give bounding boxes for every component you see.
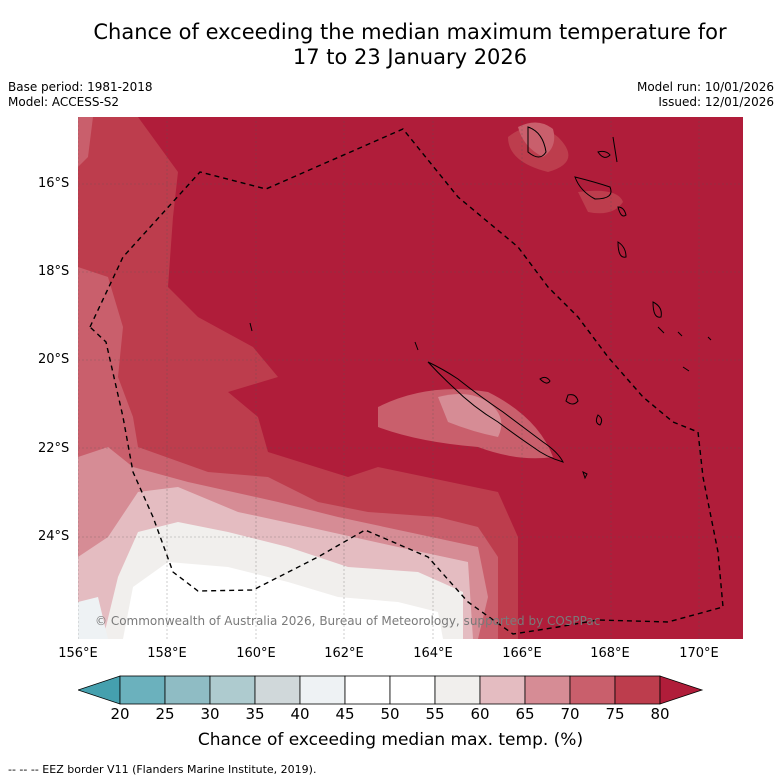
colorbar-label: Chance of exceeding median max. temp. (%…	[197, 730, 584, 750]
eez-legend: -- -- -- EEZ border V11 (Flanders Marine…	[8, 763, 317, 776]
colorbar-tick-30: 30	[200, 705, 220, 723]
lon-label-156e: 156°E	[58, 646, 98, 661]
gridlines	[78, 117, 743, 639]
colorbar-tick-80: 80	[650, 705, 670, 723]
meta-right: Model run: 10/01/2026 Issued: 12/01/2026	[637, 80, 774, 110]
colorbar-bin-60	[479, 675, 526, 705]
loyalty-islands	[249, 322, 603, 480]
model-text: Model: ACCESS-S2	[8, 95, 120, 109]
lon-label-170e: 170°E	[679, 646, 719, 661]
lon-label-168e: 168°E	[590, 646, 630, 661]
colorbar-bin-45	[344, 675, 391, 705]
lon-label-160e: 160°E	[236, 646, 276, 661]
new-caledonia-island	[427, 361, 564, 463]
map-title-line1: Chance of exceeding the median maximum t…	[93, 20, 727, 44]
issued-text: Issued: 12/01/2026	[658, 95, 774, 109]
colorbar-bin-65	[524, 675, 571, 705]
colorbar-bin-35	[254, 675, 301, 705]
colorbar-tick-25: 25	[155, 705, 175, 723]
colorbar-extend-low	[76, 675, 121, 705]
colorbar-extend-high	[659, 675, 704, 705]
lon-label-162e: 162°E	[324, 646, 364, 661]
lat-label-18s: 18°S	[38, 264, 70, 279]
model-run-text: Model run: 10/01/2026	[636, 80, 774, 94]
lon-label-158e: 158°E	[147, 646, 187, 661]
colorbar-bin-75	[614, 675, 661, 705]
colorbar-tick-70: 70	[560, 705, 580, 723]
copyright-text: © Commonwealth of Australia 2026, Bureau…	[95, 614, 601, 628]
colorbar-tick-75: 75	[605, 705, 625, 723]
fill-65-nc	[438, 393, 502, 437]
colorbar-tick-60: 60	[470, 705, 490, 723]
colorbar-tick-20: 20	[110, 705, 130, 723]
colorbar-tick-50: 50	[380, 705, 400, 723]
colorbar-bin-25	[164, 675, 211, 705]
colorbar-tick-35: 35	[245, 705, 265, 723]
colorbar-bin-70	[569, 675, 616, 705]
colorbar-bin-50	[389, 675, 436, 705]
fill-75-ne2	[578, 190, 623, 214]
lat-label-24s: 24°S	[38, 529, 70, 544]
colorbar-tick-55: 55	[425, 705, 445, 723]
colorbar-bin-30	[209, 675, 256, 705]
lat-label-22s: 22°S	[38, 441, 70, 456]
fill-45	[78, 597, 108, 639]
meta-left: Base period: 1981-2018 Model: ACCESS-S2	[8, 80, 153, 110]
vanuatu-islands	[527, 126, 712, 372]
lat-label-20s: 20°S	[38, 352, 70, 367]
colorbar-tick-65: 65	[515, 705, 535, 723]
colorbar-bin-20	[119, 675, 166, 705]
map-title-line2: 17 to 23 January 2026	[292, 45, 528, 69]
lon-label-166e: 166°E	[502, 646, 542, 661]
lat-label-16s: 16°S	[38, 176, 70, 191]
colorbar-tick-40: 40	[290, 705, 310, 723]
colorbar-tick-45: 45	[335, 705, 355, 723]
map-svg	[78, 117, 743, 639]
base-period-text: Base period: 1981-2018	[8, 80, 153, 94]
colorbar-bin-40	[299, 675, 346, 705]
map-title: Chance of exceeding the median maximum t…	[0, 20, 781, 70]
colorbar-svg	[76, 675, 704, 705]
fill-50	[123, 562, 443, 639]
lon-label-164e: 164°E	[413, 646, 453, 661]
colorbar-bin-55	[434, 675, 481, 705]
map-canvas[interactable]	[78, 117, 743, 639]
colorbar	[76, 675, 705, 705]
